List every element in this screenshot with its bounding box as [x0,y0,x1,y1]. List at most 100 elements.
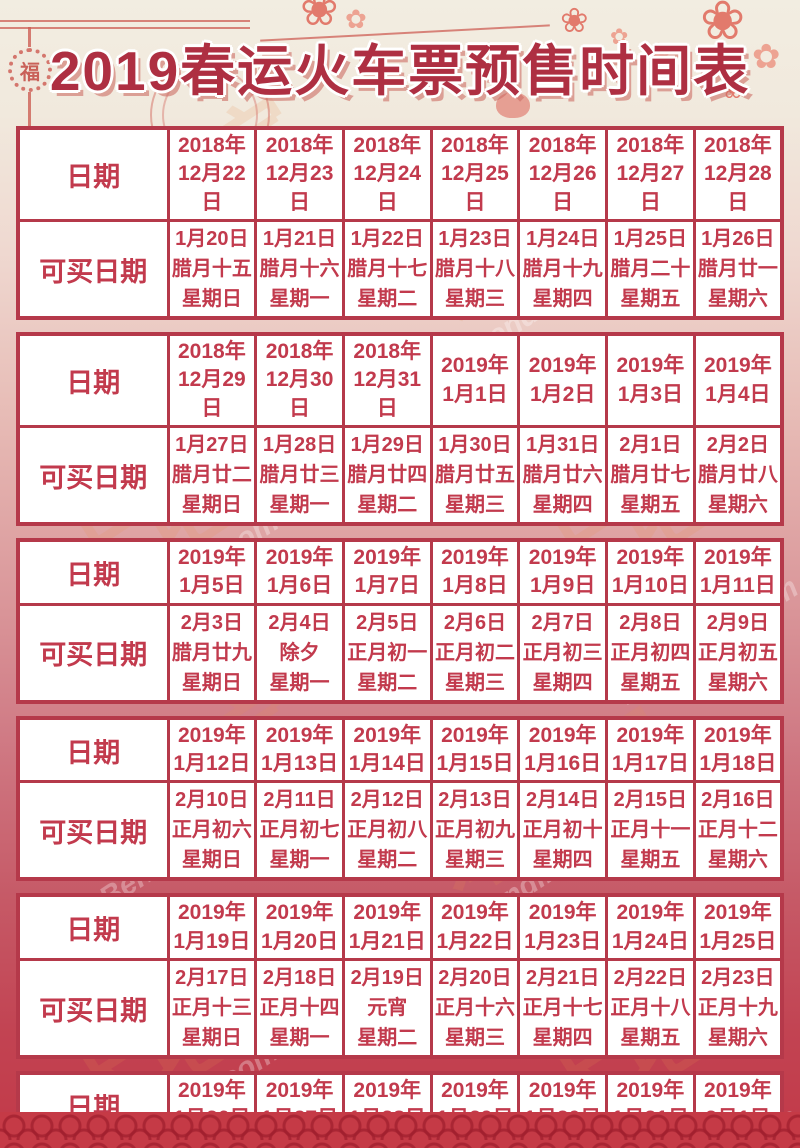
date-cell: 2019年 1月8日 [429,538,521,606]
date-cell: 2019年 1月22日 [429,893,521,962]
buy-date-cell: 2月8日 正月初四 星期五 [605,602,696,704]
buy-date-cell: 1月22日 腊月十七 星期二 [341,219,433,320]
buy-date-cell: 2月1日 腊月廿七 星期五 [605,425,696,526]
date-cell: 2018年 12月31日 [341,332,433,429]
date-cell: 2019年 1月13日 [254,716,345,784]
date-cell: 2019年 1月6日 [254,538,345,606]
buy-row-label: 可买日期 [16,958,170,1059]
dates-row: 日期 2019年 1月5日 2019年 1月6日 2019年 1月7日 2019年 1月8日 20… [16,538,784,606]
buy-date-cell: 2月23日 正月十九 星期六 [692,958,784,1059]
buy-row-label: 可买日期 [16,780,170,881]
date-cell: 2019年 1月4日 [692,332,784,429]
buy-date-cell: 2月13日 正月初九 星期三 [429,780,521,881]
buy-date-cell: 2月16日 正月十二 星期六 [692,780,784,881]
deco-line [0,20,250,22]
date-cell: 2018年 12月23日 [254,126,345,223]
date-cell: 2019年 1月17日 [605,716,696,784]
date-cell: 2019年 1月7日 [341,538,433,606]
buy-date-cell: 1月25日 腊月二十 星期五 [605,219,696,320]
date-cell: 2019年 1月21日 [341,893,433,962]
date-cell: 2019年 1月3日 [605,332,696,429]
date-cell: 2018年 12月27日 [605,126,696,223]
dates-row: 日期 2019年 1月19日 2019年 1月20日 2019年 1月21日 2019年 1月2… [16,893,784,962]
buy-date-cell: 2月22日 正月十八 星期五 [605,958,696,1059]
date-cell: 2019年 1月2日 [517,332,609,429]
date-row-label: 日期 [16,126,170,223]
date-cell: 2018年 12月30日 [254,332,345,429]
buy-date-cell: 2月12日 正月初八 星期二 [341,780,433,881]
date-row-label: 日期 [16,538,170,606]
page-title: 2019春运火车票预售时间表 [49,40,751,102]
buy-date-cell: 2月14日 正月初十 星期四 [517,780,609,881]
buy-date-cell: 1月28日 腊月廿三 星期一 [254,425,345,526]
schedule-table-3: 日期 2019年 1月5日 2019年 1月6日 2019年 1月7日 2019年 1月8日 20… [16,538,784,704]
date-cell: 2019年 1月24日 [605,893,696,962]
buy-dates-row: 可买日期 2月10日 正月初六 星期日 2月11日 正月初七 星期一 2月12日 正月初八 星期二… [16,780,784,881]
dates-row: 日期 2019年 1月12日 2019年 1月13日 2019年 1月14日 2019年 1月1… [16,716,784,784]
buy-date-cell: 2月5日 正月初一 星期二 [341,602,433,704]
dates-row: 日期 2018年 12月29日 2018年 12月30日 2018年 12月31日 2019年… [16,332,784,429]
buy-date-cell: 2月20日 正月十六 星期三 [429,958,521,1059]
date-cell: 2019年 1月10日 [605,538,696,606]
tables: 日期 2018年 12月22日 2018年 12月23日 2018年 12月24日 2018年… [16,126,784,1148]
date-cell: 2019年 1月18日 [692,716,784,784]
buy-dates-row: 可买日期 1月27日 腊月廿二 星期日 1月28日 腊月廿三 星期一 1月29日 腊月廿四 星期二… [16,425,784,526]
buy-row-label: 可买日期 [16,602,170,704]
buy-date-cell: 1月21日 腊月十六 星期一 [254,219,345,320]
buy-date-cell: 1月30日 腊月廿五 星期三 [429,425,521,526]
date-row-label: 日期 [16,893,170,962]
date-cell: 2018年 12月22日 [166,126,258,223]
buy-date-cell: 2月9日 正月初五 星期六 [692,602,784,704]
date-cell: 2018年 12月24日 [341,126,433,223]
wave-pattern-strip [0,1112,800,1148]
date-cell: 2019年 1月25日 [692,893,784,962]
buy-date-cell: 2月18日 正月十四 星期一 [254,958,345,1059]
date-cell: 2019年 1月9日 [517,538,609,606]
date-cell: 2019年 1月20日 [254,893,345,962]
buy-date-cell: 1月31日 腊月廿六 星期四 [517,425,609,526]
date-cell: 2019年 1月14日 [341,716,433,784]
date-cell: 2018年 12月29日 [166,332,258,429]
buy-date-cell: 1月27日 腊月廿二 星期日 [166,425,258,526]
buy-date-cell: 2月4日 除夕 星期一 [254,602,345,704]
buy-date-cell: 2月2日 腊月廿八 星期六 [692,425,784,526]
buy-date-cell: 1月23日 腊月十八 星期三 [429,219,521,320]
date-cell: 2019年 1月11日 [692,538,784,606]
buy-date-cell: 2月11日 正月初七 星期一 [254,780,345,881]
buy-date-cell: 2月3日 腊月廿九 星期日 [166,602,258,704]
schedule-table-1: 日期 2018年 12月22日 2018年 12月23日 2018年 12月24日 2018年… [16,126,784,321]
buy-date-cell: 2月10日 正月初六 星期日 [166,780,258,881]
buy-date-cell: 1月26日 腊月廿一 星期六 [692,219,784,320]
date-cell: 2018年 12月26日 [517,126,609,223]
dates-row: 日期 2018年 12月22日 2018年 12月23日 2018年 12月24日 2018年… [16,126,784,223]
buy-dates-row: 可买日期 1月20日 腊月十五 星期日 1月21日 腊月十六 星期一 1月22日 腊月十七 星期二… [16,219,784,320]
buy-date-cell: 1月29日 腊月廿四 星期二 [341,425,433,526]
header: 福 ❀ ✿ ❀ ✿ ❀ ❀ ✿ ❀ 2019春运火车票预售时间表 [0,0,800,175]
schedule-table-4: 日期 2019年 1月12日 2019年 1月13日 2019年 1月14日 2019年 1月1… [16,715,784,882]
buy-date-cell: 2月15日 正月十一 星期五 [605,780,696,881]
buy-date-cell: 2月21日 正月十七 星期四 [517,958,609,1059]
schedule-table-5: 日期 2019年 1月19日 2019年 1月20日 2019年 1月21日 2019年 1月2… [16,893,784,1060]
buy-row-label: 可买日期 [16,425,170,526]
date-cell: 2019年 1月1日 [429,332,521,429]
date-row-label: 日期 [16,716,170,784]
buy-dates-row: 可买日期 2月3日 腊月廿九 星期日 2月4日 除夕 星期一 2月5日 正月初一 星期二 2月6日正… [16,602,784,704]
buy-dates-row: 可买日期 2月17日 正月十三 星期日 2月18日 正月十四 星期一 2月19日 元宵 星期二 2月… [16,958,784,1059]
date-cell: 2018年 12月25日 [429,126,521,223]
date-cell: 2018年 12月28日 [692,126,784,223]
buy-date-cell: 2月19日 元宵 星期二 [341,958,433,1059]
buy-date-cell: 2月7日 正月初三 星期四 [517,602,609,704]
buy-date-cell: 2月6日 正月初二 星期三 [429,602,521,704]
buy-date-cell: 1月24日 腊月十九 星期四 [517,219,609,320]
buy-row-label: 可买日期 [16,219,170,320]
date-cell: 2019年 1月12日 [166,716,258,784]
buy-date-cell: 2月17日 正月十三 星期日 [166,958,258,1059]
date-cell: 2019年 1月23日 [517,893,609,962]
date-row-label: 日期 [16,332,170,429]
date-cell: 2019年 1月5日 [166,538,258,606]
date-cell: 2019年 1月19日 [166,893,258,962]
schedule-table-2: 日期 2018年 12月29日 2018年 12月30日 2018年 12月31日 2019年… [16,332,784,527]
buy-date-cell: 1月20日 腊月十五 星期日 [166,219,258,320]
date-cell: 2019年 1月16日 [517,716,609,784]
